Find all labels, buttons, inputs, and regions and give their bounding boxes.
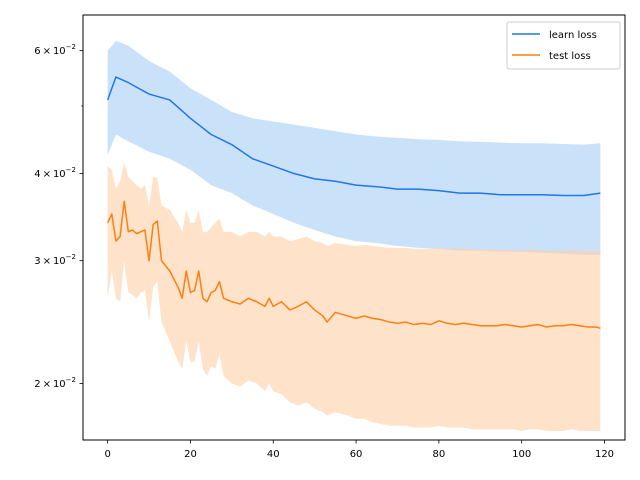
y-tick-label: 6 × 10−2 [34, 43, 76, 57]
plot-frame [82, 14, 626, 441]
confidence-bands [107, 40, 601, 432]
legend-label: learn loss [549, 30, 597, 41]
x-axis: 0 20 40 60 80 100 120 [104, 440, 614, 460]
x-tick-label: 100 [512, 449, 531, 460]
legend: learn loss test loss [506, 21, 621, 70]
legend-label: test loss [549, 51, 591, 62]
x-tick-label: 120 [595, 449, 614, 460]
line-series-1 [106, 200, 601, 330]
series-lines [106, 76, 601, 330]
y-axis: 2 × 10−2 3 × 10−2 4 × 10−2 6 × 10−2 [34, 43, 83, 390]
y-tick-label: 3 × 10−2 [34, 253, 76, 267]
line-series-0 [106, 76, 601, 197]
band-series-1 [107, 162, 601, 432]
band-series-0 [107, 40, 601, 255]
x-tick-label: 0 [104, 449, 110, 460]
y-tick-label: 4 × 10−2 [34, 166, 76, 180]
x-tick-label: 60 [350, 449, 363, 460]
x-tick-label: 20 [184, 449, 197, 460]
x-tick-label: 80 [433, 449, 446, 460]
x-tick-label: 40 [267, 449, 280, 460]
y-tick-label: 2 × 10−2 [34, 376, 76, 390]
